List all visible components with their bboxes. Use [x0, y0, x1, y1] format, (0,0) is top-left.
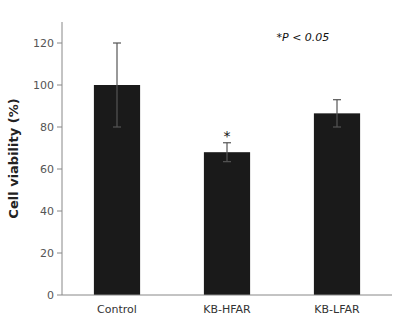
error-bar: [333, 100, 341, 127]
error-cap: [223, 161, 231, 162]
y-tick-label: 0: [47, 289, 54, 302]
y-tick-label: 40: [40, 205, 54, 218]
error-cap: [113, 126, 121, 127]
y-axis-line: [62, 22, 63, 295]
x-tick-label: KB-LFAR: [314, 303, 360, 316]
error-line: [226, 143, 227, 162]
error-line: [116, 43, 117, 127]
y-tick: [57, 127, 62, 128]
y-tick-label: 100: [33, 79, 54, 92]
significance-star: *: [224, 128, 231, 144]
y-tick-label: 120: [33, 37, 54, 50]
y-tick: [57, 85, 62, 86]
y-tick-label: 20: [40, 247, 54, 260]
x-axis-line: [62, 295, 392, 296]
bars: [94, 43, 360, 295]
error-line: [336, 100, 337, 127]
y-axis-label: Cell viability (%): [6, 98, 21, 218]
error-cap: [333, 126, 341, 127]
bar: [314, 113, 360, 295]
y-tick: [57, 43, 62, 44]
y-tick: [57, 211, 62, 212]
error-cap: [333, 99, 341, 100]
y-tick: [57, 169, 62, 170]
error-bar: [113, 43, 121, 127]
y-tick-label: 60: [40, 163, 54, 176]
error-cap: [113, 42, 121, 43]
chart-container: 0 20 40 60 80 100 120 Cell viability (%) Control…: [0, 0, 408, 329]
bar: [204, 152, 250, 295]
chart: 0 20 40 60 80 100 120 Cell viability (%) Control…: [0, 0, 408, 329]
y-tick-label: 80: [40, 121, 54, 134]
x-tick-label: KB-HFAR: [203, 303, 251, 316]
y-tick: [57, 295, 62, 296]
error-bar: [223, 143, 231, 162]
annotation: *P < 0.05: [277, 31, 330, 44]
y-tick: [57, 253, 62, 254]
x-tick-label: Control: [97, 303, 137, 316]
